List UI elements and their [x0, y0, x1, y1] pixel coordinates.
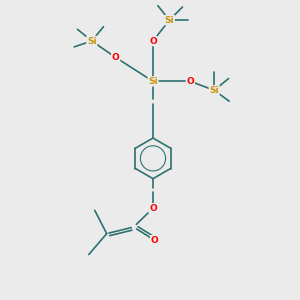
Text: Si: Si [209, 86, 219, 95]
Text: O: O [149, 37, 157, 46]
Text: Si: Si [148, 77, 158, 86]
Text: O: O [112, 53, 119, 62]
Text: Si: Si [165, 16, 174, 25]
Text: O: O [149, 204, 157, 213]
Text: Si: Si [87, 37, 97, 46]
Text: O: O [186, 77, 194, 86]
Text: O: O [151, 236, 158, 245]
